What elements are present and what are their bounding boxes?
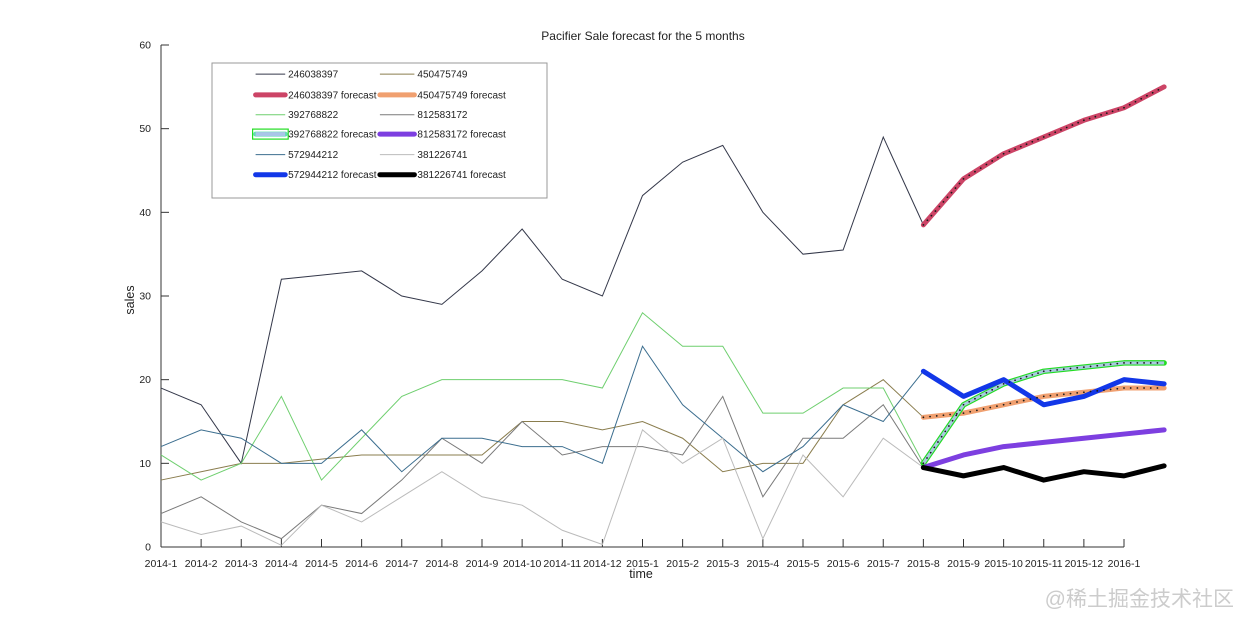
svg-text:2014-3: 2014-3 bbox=[225, 558, 258, 570]
svg-text:20: 20 bbox=[139, 374, 151, 386]
svg-text:2014-9: 2014-9 bbox=[466, 558, 499, 570]
svg-text:812583172 forecast: 812583172 forecast bbox=[417, 130, 506, 141]
svg-text:2015-7: 2015-7 bbox=[867, 558, 900, 570]
svg-text:@稀土掘金技术社区: @稀土掘金技术社区 bbox=[1045, 588, 1234, 611]
svg-text:2014-10: 2014-10 bbox=[503, 558, 542, 570]
svg-text:2015-10: 2015-10 bbox=[984, 558, 1023, 570]
svg-text:2015-8: 2015-8 bbox=[907, 558, 940, 570]
svg-text:2015-12: 2015-12 bbox=[1065, 558, 1104, 570]
svg-text:2014-4: 2014-4 bbox=[265, 558, 298, 570]
svg-text:381226741: 381226741 bbox=[417, 150, 467, 161]
svg-text:Pacifier Sale forecast for the: Pacifier Sale forecast for the 5 months bbox=[541, 29, 744, 43]
svg-text:2014-5: 2014-5 bbox=[305, 558, 338, 570]
svg-text:812583172: 812583172 bbox=[417, 110, 467, 121]
svg-text:392768822: 392768822 bbox=[288, 110, 338, 121]
svg-text:10: 10 bbox=[139, 458, 151, 470]
svg-text:2014-11: 2014-11 bbox=[543, 558, 581, 570]
svg-text:2015-3: 2015-3 bbox=[706, 558, 739, 570]
svg-text:0: 0 bbox=[145, 542, 151, 554]
svg-text:30: 30 bbox=[139, 291, 151, 303]
svg-text:60: 60 bbox=[139, 40, 151, 52]
svg-text:246038397 forecast: 246038397 forecast bbox=[288, 90, 377, 101]
svg-text:2015-11: 2015-11 bbox=[1025, 558, 1063, 570]
svg-text:2015-6: 2015-6 bbox=[827, 558, 860, 570]
svg-text:2014-6: 2014-6 bbox=[345, 558, 378, 570]
svg-text:572944212 forecast: 572944212 forecast bbox=[288, 170, 377, 181]
svg-text:50: 50 bbox=[139, 123, 151, 135]
svg-text:2015-5: 2015-5 bbox=[787, 558, 820, 570]
svg-text:sales: sales bbox=[123, 285, 137, 314]
svg-text:246038397: 246038397 bbox=[288, 70, 338, 81]
svg-text:392768822 forecast: 392768822 forecast bbox=[288, 130, 377, 141]
svg-text:572944212: 572944212 bbox=[288, 150, 338, 161]
svg-text:2014-12: 2014-12 bbox=[583, 558, 622, 570]
svg-text:2014-8: 2014-8 bbox=[426, 558, 459, 570]
svg-text:381226741 forecast: 381226741 forecast bbox=[417, 170, 506, 181]
svg-text:2015-4: 2015-4 bbox=[747, 558, 780, 570]
svg-text:40: 40 bbox=[139, 207, 151, 219]
svg-text:2016-1: 2016-1 bbox=[1108, 558, 1141, 570]
svg-text:450475749: 450475749 bbox=[417, 70, 467, 81]
svg-text:450475749 forecast: 450475749 forecast bbox=[417, 90, 506, 101]
svg-text:2015-9: 2015-9 bbox=[947, 558, 980, 570]
svg-text:2014-2: 2014-2 bbox=[185, 558, 218, 570]
svg-text:2014-1: 2014-1 bbox=[145, 558, 178, 570]
svg-text:2015-2: 2015-2 bbox=[666, 558, 699, 570]
svg-text:time: time bbox=[629, 567, 653, 581]
svg-text:2014-7: 2014-7 bbox=[385, 558, 418, 570]
